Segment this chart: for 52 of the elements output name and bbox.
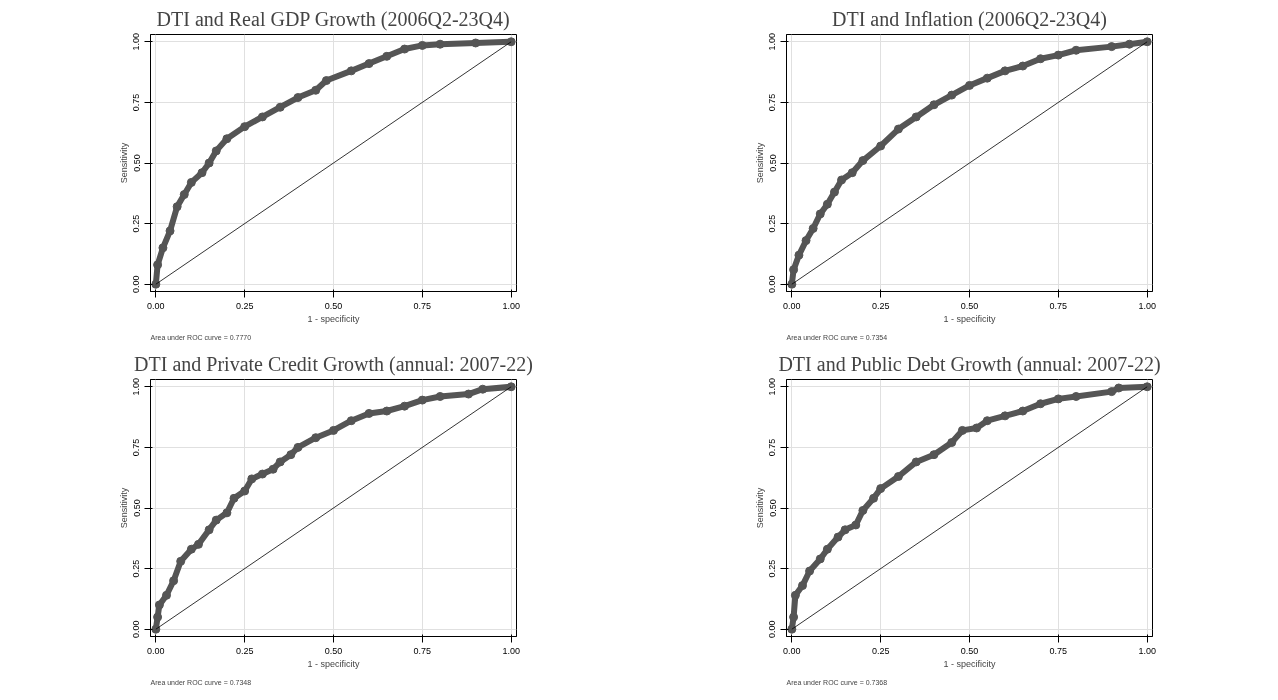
y-tick-label: 0.50 — [767, 499, 778, 517]
y-tick-label: 0.00 — [767, 275, 778, 293]
x-tick-label: 0.75 — [1049, 645, 1068, 656]
y-tick-label: 0.00 — [131, 275, 142, 293]
y-tick-label: 0.50 — [131, 154, 142, 172]
x-tick-label: 0.50 — [960, 300, 979, 311]
y-axis-title: Sensitivity — [754, 142, 765, 184]
x-axis-title: 1 - specificity — [943, 658, 997, 669]
x-tick-label: 0.75 — [1049, 300, 1068, 311]
y-tick-label: 0.25 — [767, 559, 778, 578]
y-tick-label: 0.50 — [131, 499, 142, 517]
y-tick-label: 1.00 — [131, 33, 142, 51]
chart-title: DTI and Real GDP Growth (2006Q2-23Q4) — [156, 7, 510, 31]
x-tick-label: 0.00 — [783, 300, 801, 311]
y-tick-label: 0.25 — [131, 214, 142, 233]
chart-title: DTI and Inflation (2006Q2-23Q4) — [832, 7, 1107, 31]
y-axis-title: Sensitivity — [118, 487, 129, 529]
y-tick-label: 1.00 — [131, 378, 142, 396]
x-tick-label: 0.00 — [147, 645, 165, 656]
x-tick-label: 1.00 — [1138, 300, 1156, 311]
x-axis-title: 1 - specificity — [307, 658, 361, 669]
y-tick-label: 0.75 — [767, 438, 778, 457]
y-tick-label: 0.75 — [131, 438, 142, 457]
chart-title: DTI and Private Credit Growth (annual: 2007-22) — [134, 352, 533, 376]
x-tick-label: 0.00 — [147, 300, 165, 311]
chart-title: DTI and Public Debt Growth (annual: 2007-22) — [778, 352, 1161, 376]
x-tick-label: 0.75 — [413, 645, 432, 656]
x-tick-label: 0.50 — [960, 645, 979, 656]
y-tick-label: 0.25 — [131, 559, 142, 578]
x-tick-label: 0.25 — [871, 300, 890, 311]
x-tick-label: 0.50 — [324, 300, 343, 311]
x-tick-label: 0.00 — [783, 645, 801, 656]
x-tick-label: 1.00 — [502, 300, 520, 311]
x-tick-label: 1.00 — [1138, 645, 1156, 656]
y-tick-label: 0.25 — [767, 214, 778, 233]
x-tick-label: 0.25 — [235, 645, 254, 656]
x-tick-label: 0.25 — [871, 645, 890, 656]
x-axis-title: 1 - specificity — [943, 313, 997, 324]
x-axis-title: 1 - specificity — [307, 313, 361, 324]
y-tick-label: 0.00 — [131, 620, 142, 638]
y-tick-label: 0.00 — [767, 620, 778, 638]
y-axis-title: Sensitivity — [118, 142, 129, 184]
y-tick-label: 0.75 — [767, 93, 778, 112]
y-tick-label: 1.00 — [767, 33, 778, 51]
y-tick-label: 1.00 — [767, 378, 778, 396]
y-tick-label: 0.50 — [767, 154, 778, 172]
y-axis-title: Sensitivity — [754, 487, 765, 529]
x-tick-label: 0.25 — [235, 300, 254, 311]
x-tick-label: 0.50 — [324, 645, 343, 656]
y-tick-label: 0.75 — [131, 93, 142, 112]
x-tick-label: 1.00 — [502, 645, 520, 656]
x-tick-label: 0.75 — [413, 300, 432, 311]
